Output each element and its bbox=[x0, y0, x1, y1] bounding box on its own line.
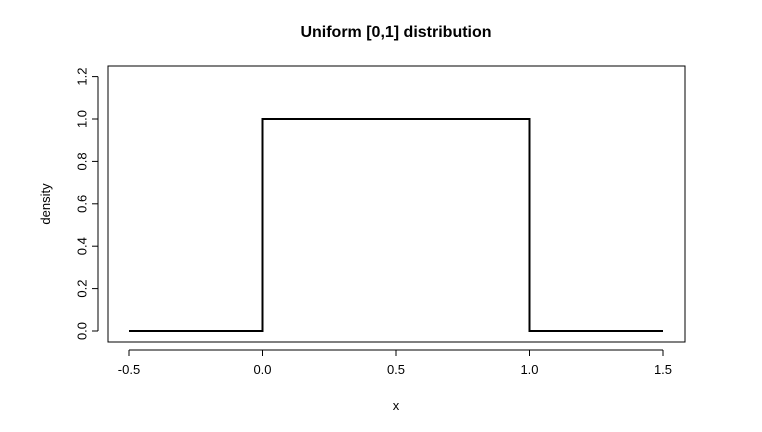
y-tick-label: 0.4 bbox=[75, 237, 90, 255]
density-line bbox=[129, 118, 663, 332]
x-tick-label: 1.5 bbox=[654, 362, 672, 377]
x-tick-label: 0.0 bbox=[253, 362, 271, 377]
series-layer bbox=[129, 118, 663, 332]
y-tick-label: 0.8 bbox=[75, 152, 90, 170]
y-tick-label: 1.0 bbox=[75, 110, 90, 128]
y-axis: 0.0 0.2 0.4 0.6 0.8 1.0 1.2 bbox=[75, 68, 99, 340]
x-tick-label: 0.5 bbox=[387, 362, 405, 377]
y-tick-label: 0.0 bbox=[75, 322, 90, 340]
x-axis-label: x bbox=[393, 398, 400, 413]
x-tick-label: 1.0 bbox=[520, 362, 538, 377]
y-tick-label: 1.2 bbox=[75, 68, 90, 86]
y-tick-label: 0.6 bbox=[75, 195, 90, 213]
y-axis-label: density bbox=[38, 183, 53, 225]
y-tick-label: 0.2 bbox=[75, 280, 90, 298]
x-axis: -0.5 0.0 0.5 1.0 1.5 bbox=[118, 349, 672, 377]
plot-frame bbox=[107, 65, 686, 343]
chart-title: Uniform [0,1] distribution bbox=[300, 24, 491, 41]
x-tick-label: -0.5 bbox=[118, 362, 140, 377]
